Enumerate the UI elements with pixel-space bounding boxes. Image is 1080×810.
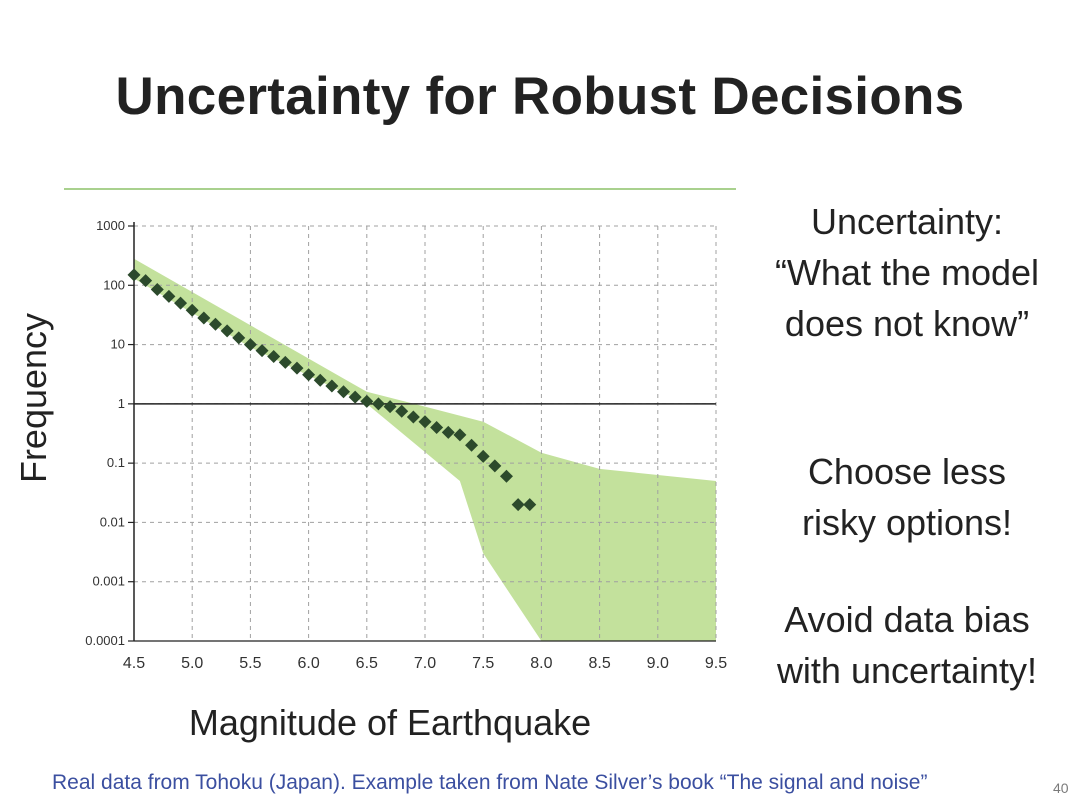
data-point-diamond bbox=[162, 289, 176, 303]
y-tick-label: 0.1 bbox=[107, 455, 125, 470]
data-point-diamond bbox=[465, 438, 479, 452]
uncertainty-band bbox=[134, 258, 716, 641]
data-point-diamond bbox=[441, 425, 455, 439]
data-point-diamond bbox=[208, 317, 222, 331]
data-point-diamond bbox=[360, 394, 374, 408]
data-point-diamond bbox=[313, 373, 327, 387]
data-point-diamond bbox=[348, 390, 362, 404]
y-tick-label: 1 bbox=[118, 396, 125, 411]
earthquake-frequency-chart: 1000 100 10 1 0.1 0.01 0.001 0.0001 4.5 5.0 5.5 6.0… bbox=[64, 186, 736, 684]
source-footnote: Real data from Tohoku (Japan). Example t… bbox=[52, 771, 928, 794]
x-tick-label: 4.5 bbox=[123, 655, 145, 672]
data-point-diamond bbox=[476, 449, 490, 463]
y-tick-label: 100 bbox=[103, 277, 125, 292]
data-point-diamond bbox=[174, 296, 188, 310]
data-point-diamond bbox=[325, 379, 339, 393]
data-point-diamond bbox=[418, 415, 432, 429]
avoid-data-bias-text: Avoid data bias with uncertainty! bbox=[776, 599, 1038, 691]
data-point-diamond bbox=[488, 459, 502, 473]
data-point-diamond bbox=[430, 420, 444, 434]
uncertainty-definition-text: Uncertainty: “What the model does not kn… bbox=[774, 201, 1040, 344]
data-point-diamond bbox=[499, 469, 513, 483]
data-point-diamond bbox=[383, 400, 397, 414]
x-tick-label: 8.5 bbox=[588, 655, 610, 672]
y-tick-label: 0.01 bbox=[100, 514, 125, 529]
x-tick-label: 6.5 bbox=[356, 655, 378, 672]
data-point-diamond bbox=[302, 368, 316, 382]
y-tick-label: 10 bbox=[111, 337, 125, 352]
y-tick-label: 0.0001 bbox=[85, 633, 125, 648]
y-tick-label: 1000 bbox=[96, 218, 125, 233]
x-tick-label: 5.5 bbox=[239, 655, 261, 672]
x-axis-label: Magnitude of Earthquake bbox=[188, 702, 592, 743]
data-point-diamond bbox=[511, 498, 525, 512]
data-point-diamond bbox=[267, 349, 281, 363]
data-point-diamond bbox=[232, 331, 246, 345]
data-point-diamond bbox=[127, 268, 141, 282]
x-tick-label: 8.0 bbox=[530, 655, 552, 672]
data-point-diamond bbox=[453, 428, 467, 442]
data-point-diamond bbox=[406, 410, 420, 424]
slide-title: Uncertainty for Robust Decisions bbox=[115, 67, 965, 126]
page-number: 40 bbox=[1053, 780, 1069, 796]
data-point-diamond bbox=[220, 324, 234, 338]
y-axis-label: Frequency bbox=[13, 312, 54, 484]
data-point-diamond bbox=[371, 397, 385, 411]
data-point-diamond bbox=[523, 498, 537, 512]
data-point-diamond bbox=[243, 338, 257, 352]
data-point-diamond bbox=[139, 274, 153, 288]
data-point-diamond bbox=[150, 282, 164, 296]
y-tick-label: 0.001 bbox=[92, 574, 125, 589]
x-tick-label: 9.5 bbox=[705, 655, 727, 672]
x-tick-label: 5.0 bbox=[181, 655, 203, 672]
data-point-diamond bbox=[290, 361, 304, 375]
data-point-diamond bbox=[278, 355, 292, 369]
data-point-diamond bbox=[337, 385, 351, 399]
x-tick-label: 9.0 bbox=[647, 655, 669, 672]
data-point-diamond bbox=[197, 311, 211, 325]
x-tick-label: 7.5 bbox=[472, 655, 494, 672]
x-tick-label: 6.0 bbox=[297, 655, 319, 672]
data-point-diamond bbox=[395, 404, 409, 418]
x-tick-label: 7.0 bbox=[414, 655, 436, 672]
choose-less-risky-text: Choose less risky options! bbox=[801, 451, 1013, 543]
data-point-diamond bbox=[185, 303, 199, 317]
